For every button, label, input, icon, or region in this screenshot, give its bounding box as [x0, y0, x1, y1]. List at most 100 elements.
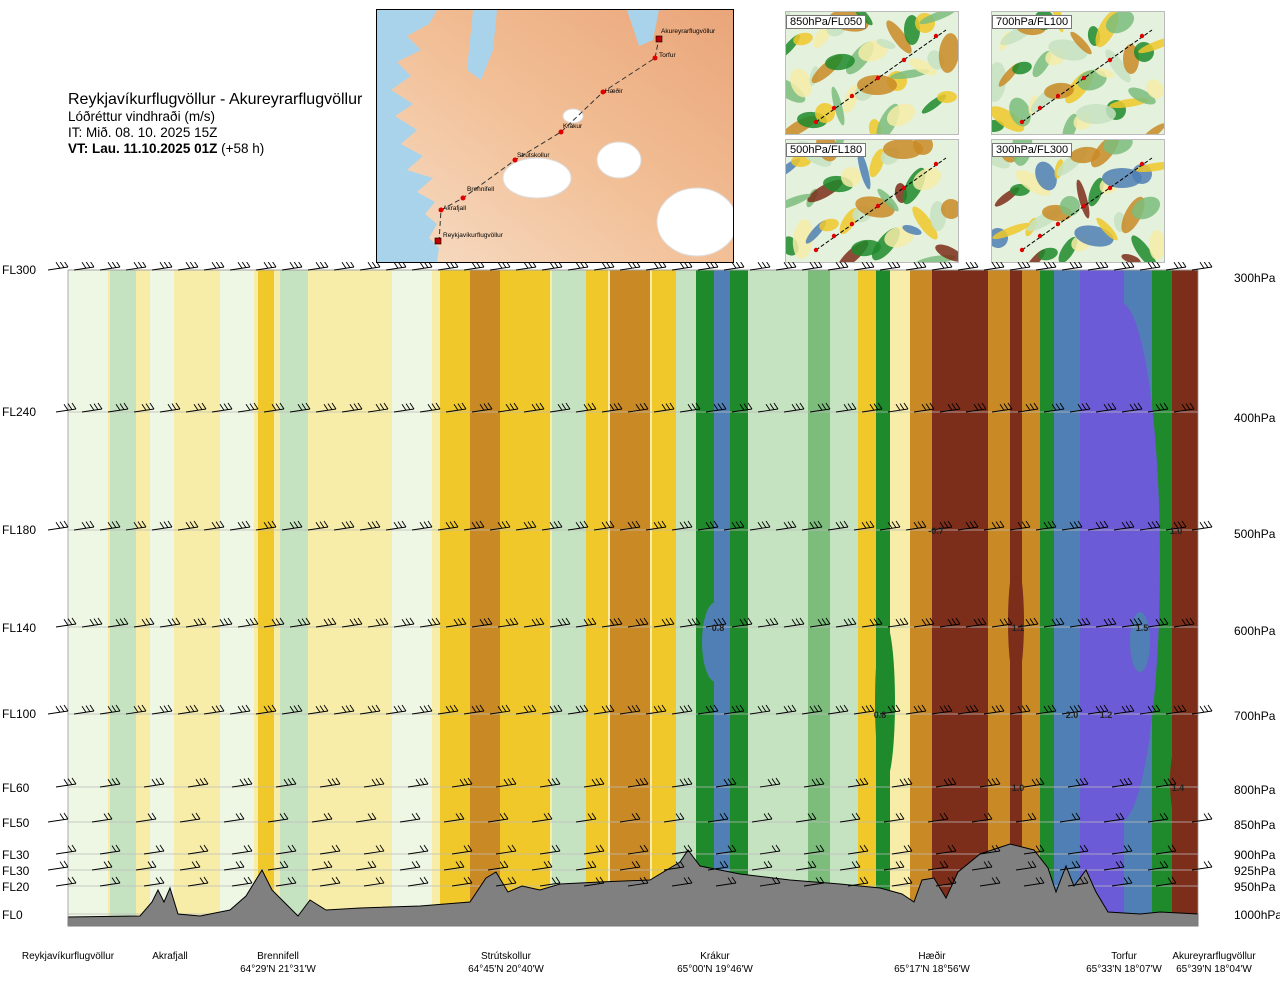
mini-map-cell	[815, 102, 835, 123]
field-column	[932, 270, 988, 926]
wind-barb	[627, 617, 649, 628]
wind-barb	[751, 860, 773, 871]
wind-barb	[73, 260, 95, 271]
mini-map-cell	[1096, 217, 1118, 241]
pressure-level-label: 900hPa	[1234, 848, 1276, 862]
location-coord: 65°33'N 18°07'W	[1086, 964, 1162, 975]
value-label: 1.0	[1012, 783, 1025, 793]
wind-barb	[363, 876, 385, 887]
wind-barb	[653, 617, 675, 628]
flight-level-label: FL140	[2, 621, 37, 635]
location-name: Hæðir	[918, 951, 946, 962]
wind-barb	[935, 876, 957, 887]
field-core	[1170, 732, 1198, 832]
wind-barb	[1095, 617, 1117, 628]
mini-map-point	[933, 33, 939, 39]
wind-barb	[1111, 844, 1133, 855]
wind-barb	[757, 402, 779, 413]
wind-barb	[179, 860, 201, 871]
value-label: 2.0	[1066, 710, 1079, 720]
mini-map-point	[875, 203, 881, 209]
wind-barb	[1061, 520, 1083, 531]
route-point-label: Krákur	[563, 123, 583, 130]
mini-map-point	[849, 221, 855, 227]
wind-barb	[341, 402, 363, 413]
wind-barb	[583, 777, 605, 788]
wind-barb	[575, 617, 597, 628]
wind-barb	[1165, 520, 1187, 531]
flight-level-label: FL180	[2, 523, 37, 537]
wind-barb	[367, 617, 389, 628]
wind-barb	[451, 777, 473, 788]
flight-level-label: FL0	[2, 908, 23, 922]
wind-barb	[731, 617, 753, 628]
wind-barb	[671, 704, 693, 715]
wind-barb	[135, 860, 157, 871]
mini-map-cell	[886, 103, 916, 127]
wind-barb	[1067, 844, 1089, 855]
location-name: Brennifell	[257, 951, 299, 962]
field-column	[830, 270, 858, 926]
wind-barb	[133, 617, 155, 628]
route-map-svg	[377, 10, 733, 262]
wind-barb	[979, 777, 1001, 788]
wind-barb	[775, 520, 797, 531]
wind-barb	[1061, 704, 1083, 715]
pressure-level-label: 925hPa	[1234, 864, 1276, 878]
mini-map-cell	[841, 167, 861, 187]
wind-barb	[125, 704, 147, 715]
wind-barb	[359, 260, 381, 271]
wind-barb	[333, 520, 355, 531]
mini-map-cell	[851, 239, 881, 257]
wind-barb	[583, 876, 605, 887]
wind-barb	[931, 520, 953, 531]
wind-barb	[983, 260, 1005, 271]
wind-barb	[497, 617, 519, 628]
wind-barb	[1147, 860, 1169, 871]
wind-barb	[437, 704, 459, 715]
wind-barb	[1009, 704, 1031, 715]
wind-barb	[385, 260, 407, 271]
wind-barb	[905, 704, 927, 715]
wind-barb	[1023, 844, 1045, 855]
mini-map-cell	[1044, 82, 1074, 100]
wind-barb	[531, 812, 553, 823]
wind-barb	[1023, 876, 1045, 887]
wind-barb	[99, 777, 121, 788]
wind-barb	[645, 704, 667, 715]
mini-map-cell	[909, 58, 937, 76]
wind-barb	[495, 876, 517, 887]
vertical-velocity-field	[68, 270, 1198, 926]
wind-barb	[179, 812, 201, 823]
route-point-label: Hæðir	[605, 88, 623, 95]
wind-barb	[1035, 520, 1057, 531]
flight-level-label: FL30	[2, 848, 30, 862]
wind-barb	[99, 704, 121, 715]
field-core	[1008, 562, 1024, 682]
mini-map-pattern	[786, 12, 958, 134]
wind-barb	[515, 704, 537, 715]
field-core	[875, 622, 895, 782]
wind-barb	[523, 617, 545, 628]
mini-map-cell	[1121, 254, 1141, 262]
mini-map-cell	[877, 188, 899, 212]
wind-barb	[853, 260, 875, 271]
wind-barb	[223, 812, 245, 823]
wind-barb	[411, 260, 433, 271]
mini-map-cell	[851, 12, 873, 26]
field-column	[808, 270, 830, 926]
wind-barb	[541, 520, 563, 531]
wind-barb	[983, 520, 1005, 531]
wind-barb	[983, 704, 1005, 715]
wind-barb	[935, 844, 957, 855]
wind-barb	[333, 704, 355, 715]
wind-barb	[237, 402, 259, 413]
wind-barb	[783, 402, 805, 413]
wind-barb	[715, 876, 737, 887]
wind-barb	[267, 812, 289, 823]
wind-barb	[1191, 860, 1213, 871]
wind-barb	[187, 777, 209, 788]
wind-barb	[307, 260, 329, 271]
wind-barb	[1069, 617, 1091, 628]
location-coord: 64°45'N 20°40'W	[468, 964, 544, 975]
